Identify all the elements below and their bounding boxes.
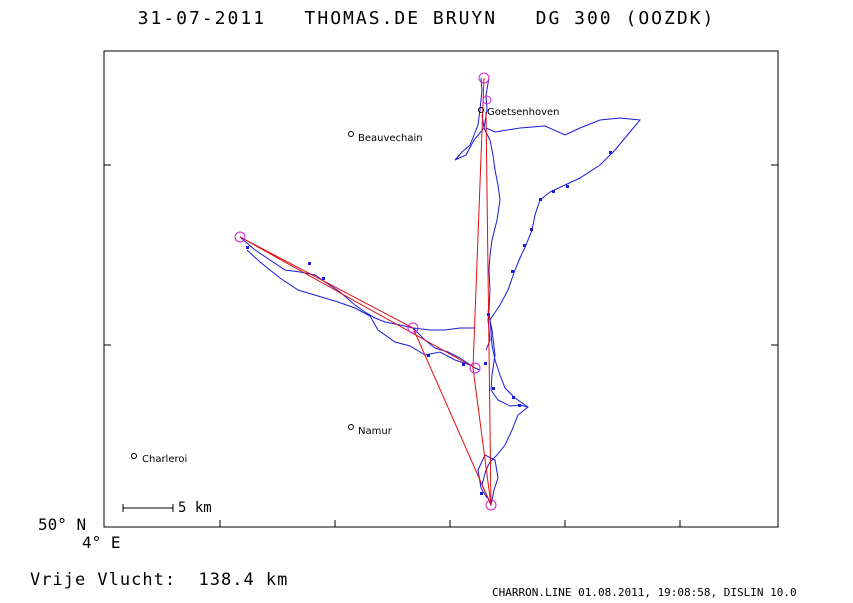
- turnpoint-mid: [407, 322, 419, 334]
- map-frame: [103, 50, 779, 528]
- town-namur-marker: [348, 424, 354, 430]
- turnpoints: [234, 72, 497, 511]
- footer-info: CHARRON.LINE 01.08.2011, 19:08:58, DISLI…: [492, 586, 797, 599]
- axis-ticks: [104, 164, 778, 527]
- turnpoint-west: [234, 231, 246, 243]
- task-leg-vertical: [485, 111, 492, 506]
- fix-markers: [246, 151, 612, 495]
- gps-track: [239, 77, 641, 507]
- town-beauvechain: Beauvechain: [358, 133, 423, 144]
- free-flight-distance: Vrije Vlucht: 138.4 km: [30, 570, 289, 590]
- town-namur: Namur: [358, 426, 392, 437]
- flight-title: 31-07-2011 THOMAS.DE BRUYN DG 300 (OOZDK…: [0, 8, 853, 29]
- town-charleroi-marker: [131, 453, 137, 459]
- pilot-name: THOMAS.DE BRUYN: [304, 8, 498, 29]
- town-goetsenhoven: Goetsenhoven: [487, 107, 560, 118]
- turnpoint-start: [478, 72, 490, 84]
- town-beauvechain-marker: [348, 131, 354, 137]
- scale-bar-label: 5 km: [178, 500, 212, 516]
- turnpoint-goetsenhoven: [482, 95, 492, 105]
- town-charleroi: Charleroi: [142, 454, 188, 465]
- turnpoint-centre: [469, 362, 481, 374]
- longitude-label: 4° E: [82, 533, 121, 552]
- flight-date: 31-07-2011: [137, 8, 267, 29]
- turnpoint-south: [485, 499, 497, 511]
- scale-bar: [122, 504, 174, 512]
- glider-type: DG 300 (OOZDK): [535, 8, 716, 29]
- town-markers: [131, 107, 484, 459]
- task-legs: [239, 77, 492, 506]
- latitude-label: 50° N: [38, 515, 87, 534]
- town-goetsenhoven-marker: [478, 107, 484, 113]
